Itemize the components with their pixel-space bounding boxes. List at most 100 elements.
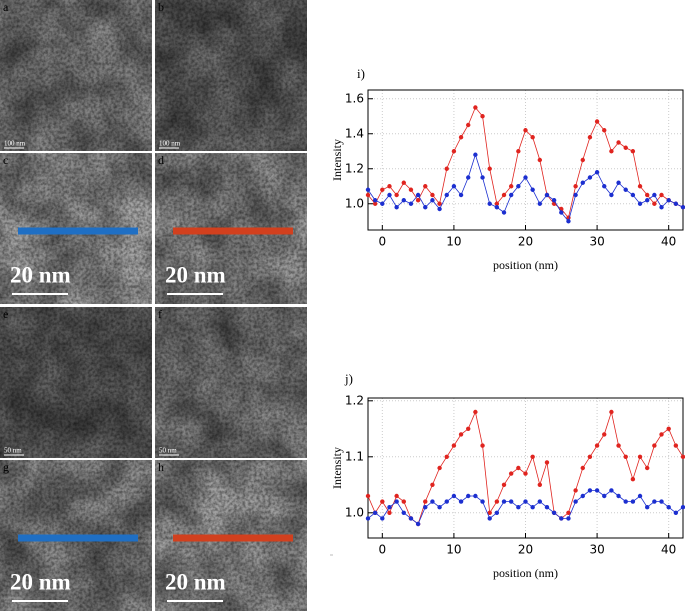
x-tick-label: 10 [446,235,461,249]
x-tick-label: 30 [589,543,604,557]
data-point [423,505,428,510]
data-point [623,454,628,459]
data-point [473,493,478,499]
data-point [516,465,521,471]
data-point [587,135,593,140]
data-point [444,454,449,459]
data-point [473,409,478,415]
data-point [580,465,585,471]
data-point [537,201,543,206]
data-point [444,166,449,171]
data-point [530,505,535,510]
data-point [537,157,543,163]
data-point [451,443,457,448]
data-point [430,192,435,198]
data-point [365,192,371,198]
data-point [415,521,421,527]
data-point [652,499,657,504]
data-point [523,499,528,504]
data-point [645,198,650,203]
data-point [594,488,600,493]
data-point [480,175,485,180]
x-tick-label: 20 [518,543,533,557]
x-tick-label: 0 [378,543,386,557]
data-point [551,198,557,203]
data-point [516,149,521,154]
data-point [444,499,449,504]
data-point [652,443,657,448]
chart-title: j) [344,371,353,386]
data-point [380,516,385,521]
data-point [458,135,464,140]
scale-label: 20 nm [165,262,226,287]
data-point [523,471,528,476]
data-point [559,516,564,521]
data-point [594,119,600,124]
data-point [501,499,507,504]
data-point [387,510,392,515]
data-point [494,201,500,206]
data-point [372,198,378,203]
data-point [652,201,657,206]
data-point [544,505,550,510]
x-tick-label: 0 [378,235,386,249]
data-point [451,493,457,499]
data-point [466,493,471,499]
panel-label: c [3,153,8,167]
data-point [466,122,471,128]
scale-label: 100 nm [4,140,26,148]
data-point [609,192,614,198]
data-point [630,499,636,504]
data-point [473,105,478,110]
x-tick-label: 40 [661,543,676,557]
data-point [387,192,392,198]
panel-label: a [3,0,9,14]
data-point [508,471,514,476]
data-point [380,187,385,192]
data-point [473,152,478,157]
data-point [637,184,643,189]
y-tick-label: 1.2 [345,393,364,407]
data-point [566,516,571,521]
scale-label: 50 nm [4,447,22,455]
data-point [630,149,636,154]
data-point [630,477,636,482]
panel-label: b [158,0,164,14]
data-point [530,454,535,459]
data-point [380,499,385,504]
data-point [666,426,671,431]
data-point [458,499,464,504]
data-point [673,201,679,206]
y-tick-label: 1.2 [345,161,364,175]
data-point [537,482,543,487]
data-point [437,201,442,206]
data-point [415,198,421,203]
data-point [423,499,428,504]
plot-frame [367,397,684,539]
x-tick-label: 20 [518,235,533,249]
image-grain [0,0,152,151]
data-point [551,510,557,515]
data-point [508,192,514,198]
data-point [480,443,485,448]
data-point [623,499,628,504]
data-point [637,493,643,499]
image-grain [0,307,152,458]
data-point [487,166,492,171]
data-point [466,175,471,180]
data-point [594,170,600,175]
data-point [594,443,600,448]
data-point [423,205,428,210]
data-point [458,192,464,198]
data-point [523,175,528,180]
micrograph [155,307,307,458]
data-point [544,460,550,465]
y-tick-label: 1.4 [345,126,364,140]
data-point [487,516,492,521]
data-point [673,510,679,515]
data-point [430,499,435,504]
data-point [530,187,535,192]
data-point [573,488,578,493]
data-point [516,184,521,189]
data-point [480,499,485,504]
